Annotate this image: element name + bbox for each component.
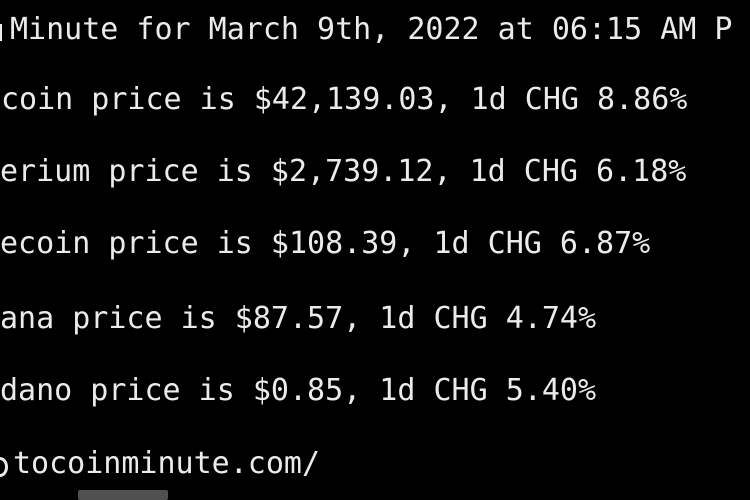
clipped-glyph-bowl <box>0 457 9 477</box>
clipped-glyph-sliver <box>0 24 2 41</box>
price-line-5: dano price is $0.85, 1d CHG 5.40% <box>0 373 597 408</box>
price-line-4: ana price is $87.57, 1d CHG 4.74% <box>0 301 597 336</box>
price-line-1: coin price is $42,139.03, 1d CHG 8.86% <box>1 82 688 117</box>
price-line-2: erium price is $2,739.12, 1d CHG 6.18% <box>0 154 687 189</box>
url-line: tocoinminute.com/ <box>13 446 321 481</box>
bottom-progress-bar <box>78 490 168 500</box>
title-line: Minute for March 9th, 2022 at 06:15 AM P <box>10 12 733 47</box>
price-line-3: ecoin price is $108.39, 1d CHG 6.87% <box>0 226 651 261</box>
